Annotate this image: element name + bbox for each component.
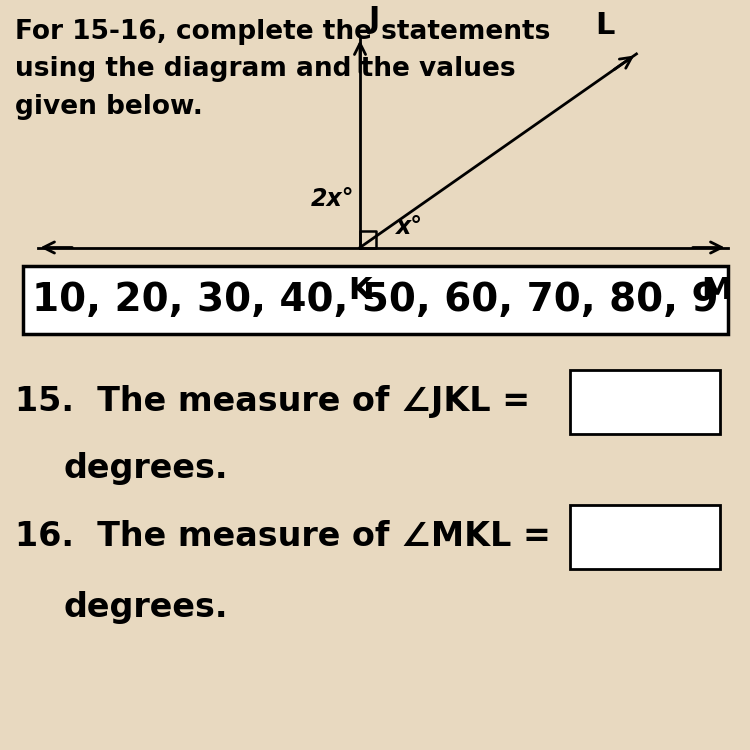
Text: degrees.: degrees.	[64, 591, 228, 624]
Text: x°: x°	[396, 214, 423, 238]
Text: J: J	[369, 4, 380, 34]
Bar	[570, 370, 720, 434]
Text: using the diagram and the values: using the diagram and the values	[15, 56, 516, 82]
Text: 15.  The measure of ∠JKL =: 15. The measure of ∠JKL =	[15, 385, 530, 418]
Text: 2x°: 2x°	[311, 188, 355, 211]
Text: 16.  The measure of ∠MKL =: 16. The measure of ∠MKL =	[15, 520, 550, 553]
Text: 10, 20, 30, 40, 50, 60, 70, 80, 9: 10, 20, 30, 40, 50, 60, 70, 80, 9	[32, 281, 718, 319]
Bar	[22, 266, 728, 334]
Text: L: L	[596, 11, 614, 40]
Text: degrees.: degrees.	[64, 452, 228, 485]
Text: M: M	[701, 276, 731, 305]
Text: given below.: given below.	[15, 94, 202, 120]
Bar	[570, 505, 720, 568]
Text: K: K	[348, 276, 372, 305]
Text: For 15-16, complete the statements: For 15-16, complete the statements	[15, 19, 550, 45]
